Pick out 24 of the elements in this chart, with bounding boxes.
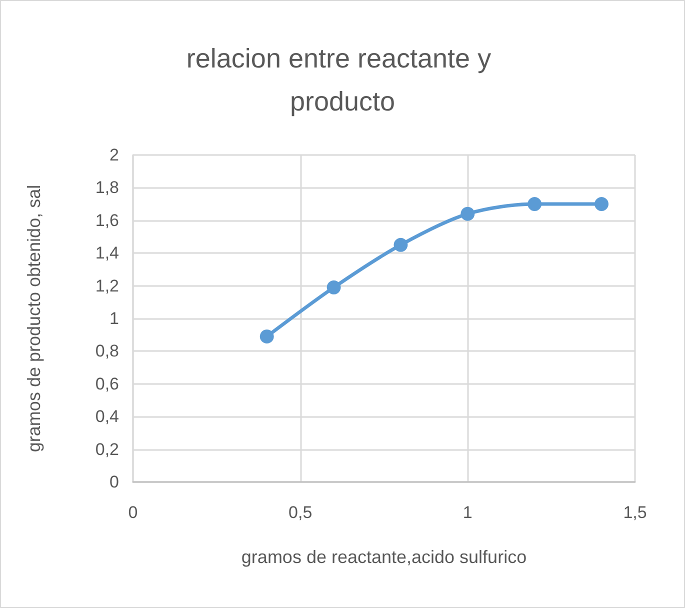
y-tick-label: 1 (110, 309, 119, 328)
x-axis-title: gramos de reactante,acido sulfurico (241, 547, 527, 567)
y-tick-label: 1,2 (95, 276, 119, 296)
y-tick-label: 1,8 (95, 178, 119, 198)
point (460, 206, 475, 221)
x-tick-label: 1 (462, 503, 472, 522)
y-axis-title: gramos de producto obtenido, sal (24, 184, 44, 452)
y-tick-label: 0 (110, 472, 119, 492)
y-tick-label: 2 (110, 146, 119, 164)
x-tick-label: 0 (128, 503, 138, 522)
point (594, 197, 609, 212)
y-tick-label: 1,6 (95, 210, 119, 230)
x-tick-label: 0,5 (288, 503, 312, 522)
point (528, 197, 542, 212)
y-tick-label: 1,4 (95, 244, 119, 263)
x-tick-label: 1,5 (623, 503, 647, 522)
y-tick-label: 0,2 (95, 440, 119, 459)
point (326, 280, 341, 294)
y-tick-label: 0,8 (95, 342, 119, 361)
y-tick-label: 0,4 (95, 407, 119, 426)
chart-title: relacion entre reactante y producto (186, 44, 499, 116)
y-tick-label: 0,6 (95, 374, 119, 394)
point (394, 238, 408, 252)
point (260, 329, 274, 344)
